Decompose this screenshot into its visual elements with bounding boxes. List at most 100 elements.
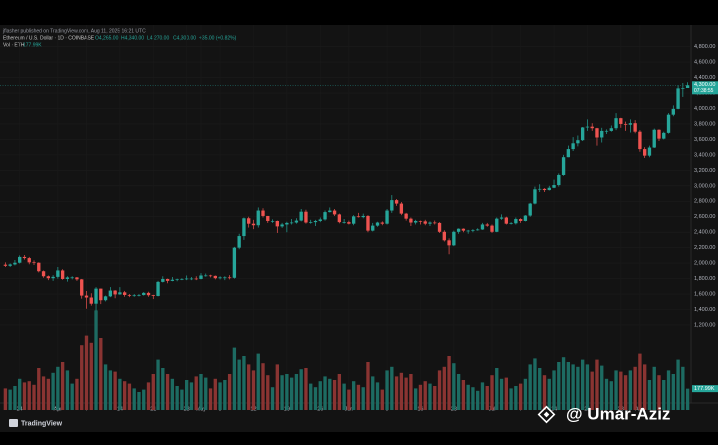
- candle-body: [681, 88, 685, 89]
- volume-bar: [485, 386, 489, 410]
- volume-bar: [576, 366, 580, 410]
- candle-body: [523, 215, 528, 221]
- chart-background: [0, 25, 718, 432]
- candle-body: [566, 149, 571, 158]
- candle-body: [428, 222, 432, 224]
- y-tick-label: 3,000.00: [694, 183, 715, 189]
- candle-body: [495, 218, 499, 232]
- candle-body: [580, 127, 585, 141]
- volume-bar: [399, 372, 404, 410]
- volume-bar: [533, 358, 537, 410]
- candle-body: [552, 185, 556, 188]
- volume-bar: [318, 381, 322, 410]
- candle-body: [185, 278, 189, 280]
- volume-bar: [309, 383, 313, 410]
- candle-body: [189, 278, 194, 280]
- candle-body: [285, 222, 289, 225]
- candle-body: [414, 220, 418, 223]
- volume-bar: [461, 380, 466, 410]
- volume-bar: [447, 356, 451, 410]
- volume-bar: [151, 374, 155, 410]
- volume-bar: [142, 389, 146, 410]
- candle-body: [356, 216, 361, 218]
- candle-body: [390, 200, 394, 211]
- volume-bar: [566, 362, 571, 410]
- volume-bar: [676, 359, 680, 410]
- volume-bar: [289, 377, 294, 410]
- volume-bar: [280, 375, 284, 410]
- volume-bar: [180, 389, 184, 410]
- candle-body: [108, 290, 113, 297]
- y-tick-label: 1,400.00: [694, 307, 715, 313]
- volume-bar: [70, 383, 74, 410]
- ohlc-value: C4,300.00: [173, 35, 196, 41]
- candle-body: [452, 231, 456, 246]
- candle-body: [619, 118, 623, 124]
- volume-bar: [51, 372, 55, 410]
- candle-body: [509, 223, 513, 224]
- volume-bar: [351, 381, 356, 410]
- volume-bar: [328, 378, 332, 410]
- footer-logo: TradingView: [21, 420, 63, 427]
- volume-bar: [418, 384, 423, 410]
- candle-body: [208, 275, 213, 277]
- y-tick-label: 1,200.00: [694, 322, 715, 328]
- volume-bar: [99, 338, 103, 410]
- volume-bar: [242, 356, 246, 410]
- volume-bar: [304, 368, 308, 410]
- candle-body: [266, 215, 270, 221]
- candle-body: [122, 292, 127, 295]
- ohlc-value: L4,270.00: [147, 35, 169, 41]
- candle-body: [80, 279, 84, 296]
- volume-bar: [103, 364, 108, 410]
- volume-bar: [41, 376, 46, 410]
- candle-body: [332, 210, 337, 215]
- ohlc-legend: O4,265.00 H4,340.00 L4,270.00 C4,300.00 +35.…: [95, 35, 237, 41]
- volume-bar: [161, 368, 165, 410]
- volume-bar: [266, 375, 270, 410]
- candle-body: [666, 114, 671, 133]
- volume-bar: [232, 347, 237, 410]
- volume-bar: [237, 359, 241, 410]
- candle-body: [213, 275, 217, 279]
- volume-bar: [194, 376, 198, 410]
- volume-bar: [437, 370, 442, 410]
- candle-body: [533, 189, 537, 204]
- volume-bar: [428, 383, 432, 410]
- volume-bar: [356, 384, 361, 410]
- candle-body: [538, 188, 542, 190]
- volume-bar: [37, 368, 41, 410]
- volume-bar: [342, 383, 346, 410]
- candle-body: [366, 215, 370, 231]
- candle-body: [394, 200, 399, 204]
- volume-bar: [638, 353, 642, 410]
- volume-bar: [261, 363, 265, 410]
- y-tick-label: 3,600.00: [694, 137, 715, 143]
- volume-bar: [213, 378, 217, 410]
- watermark-icon: [537, 405, 556, 424]
- volume-bar: [652, 366, 656, 410]
- candle-body: [375, 222, 380, 226]
- candle-body: [342, 222, 346, 223]
- candle-body: [103, 296, 108, 301]
- volume-bar: [633, 366, 637, 410]
- volume-bar: [471, 387, 475, 410]
- candle-body: [371, 225, 375, 231]
- volume-bar: [590, 371, 594, 410]
- candle-body: [194, 278, 198, 280]
- volume-bar: [27, 381, 31, 410]
- candle-body: [51, 276, 55, 279]
- volume-bar: [433, 386, 437, 410]
- volume-bar: [681, 366, 685, 410]
- candle-body: [614, 118, 618, 129]
- volume-bar: [122, 381, 127, 410]
- candle-body: [294, 220, 299, 223]
- candle-body: [557, 174, 561, 186]
- candle-body: [671, 108, 675, 115]
- ohlc-value: O4,265.00: [95, 35, 119, 41]
- y-tick-label: 4,000.00: [694, 106, 715, 112]
- candle-body: [490, 225, 494, 232]
- volume-bar: [127, 383, 132, 410]
- candle-body: [328, 210, 332, 213]
